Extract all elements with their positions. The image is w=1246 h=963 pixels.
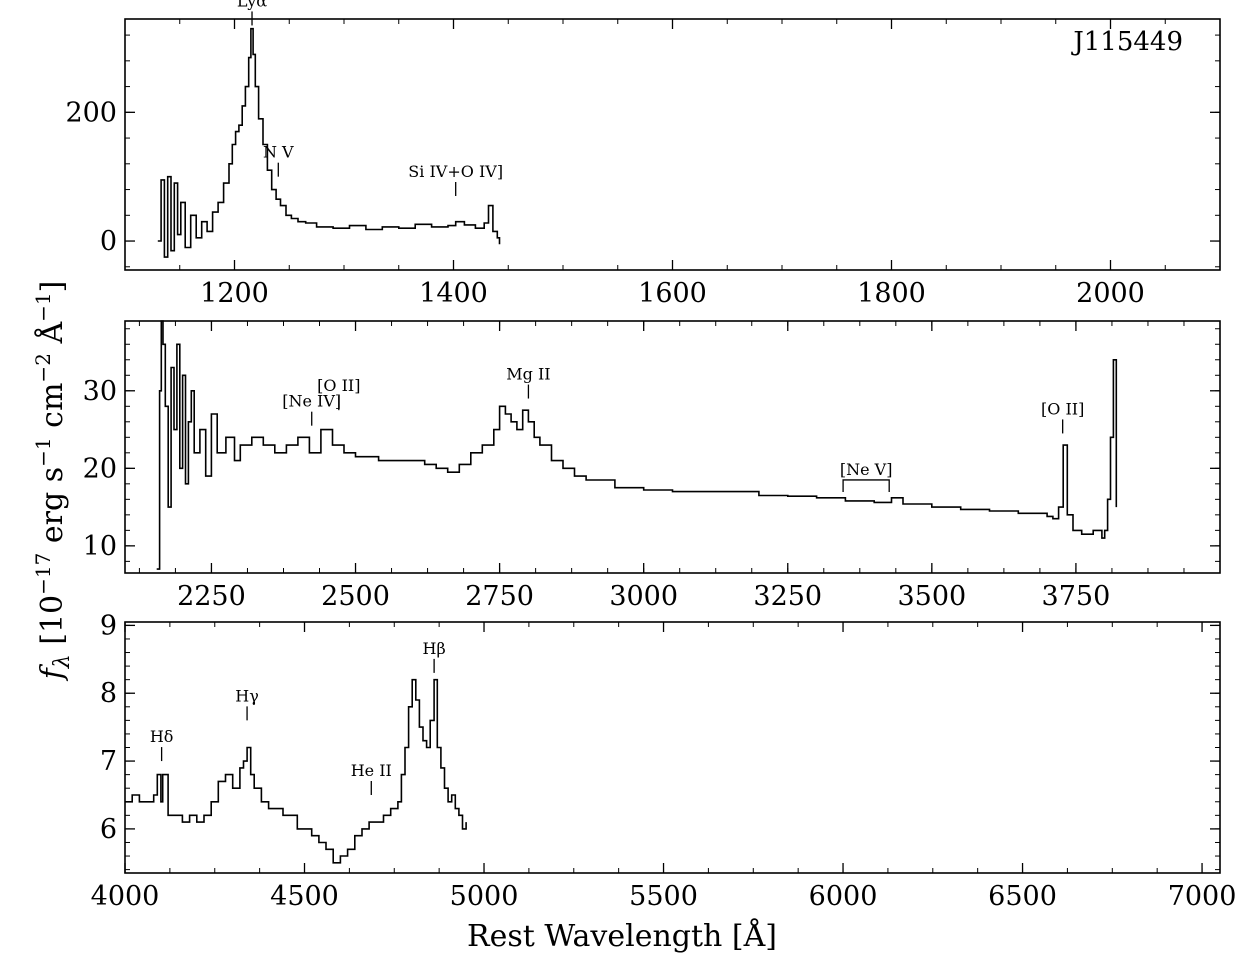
x-tick-label: 2500 [321, 581, 390, 612]
emission-line-label: [Ne V] [840, 460, 893, 479]
spectrum-line [157, 27, 501, 258]
x-tick-label: 5000 [450, 881, 519, 912]
y-tick-label: 20 [83, 453, 117, 484]
emission-line-label: Mg II [506, 365, 550, 384]
line-marker-bracket [842, 479, 890, 492]
panel-frame [124, 621, 1221, 874]
panel-frame [124, 320, 1221, 574]
y-tick-label: 0 [100, 226, 117, 257]
x-tick-label: 6500 [988, 881, 1057, 912]
spectrum-line [156, 320, 1118, 570]
x-tick-label: 2750 [465, 581, 534, 612]
panel-middle-spectrum: 2250 2500 2750 3000 3250 3500 3750 10 20 30 [Ne IV… [83, 320, 1221, 612]
emission-line-label: Lyα [237, 0, 267, 10]
y-tick-label: 200 [65, 97, 117, 128]
x-tick-label: 2250 [177, 581, 246, 612]
x-tick-label: 4000 [91, 881, 160, 912]
x-tick-label: 1200 [200, 278, 269, 309]
x-tick-label: 1400 [419, 278, 488, 309]
spectrum-line [125, 678, 467, 864]
y-tick-label: 6 [100, 814, 117, 845]
x-tick-label: 3500 [897, 581, 966, 612]
emission-line-label: Hδ [150, 727, 174, 746]
y-tick-label: 9 [100, 610, 117, 641]
y-tick-label: 30 [83, 376, 117, 407]
emission-line-label: He II [351, 761, 392, 780]
panel-frame [124, 18, 1221, 271]
x-tick-label: 7000 [1168, 881, 1237, 912]
emission-line-label: Si IV+O IV] [408, 162, 503, 181]
object-label: J115449 [1070, 27, 1183, 57]
x-tick-label: 1800 [857, 278, 926, 309]
emission-line-label: Hγ [235, 686, 259, 705]
x-tick-label: 4500 [270, 881, 339, 912]
x-tick-label: 5500 [629, 881, 698, 912]
x-tick-label: 3250 [753, 581, 822, 612]
x-axis-label: Rest Wavelength [Å] [467, 918, 777, 954]
y-tick-label: 10 [83, 531, 117, 562]
x-tick-label: 2000 [1076, 278, 1145, 309]
x-tick-label: 3750 [1042, 581, 1111, 612]
panel-top-uv-spectrum: 1200 1400 1600 1800 2000 0 200 Lyα N V Si IV+O IV… [65, 0, 1221, 309]
y-axis-label: fλ [10−17 erg s−1 cm−2 Å−1] [31, 281, 75, 682]
x-tick-label: 3000 [609, 581, 678, 612]
emission-line-label: Hβ [423, 639, 446, 658]
x-tick-label: 1600 [638, 278, 707, 309]
panel-bottom-optical-spectrum: 4000 4500 5000 5500 6000 6500 7000 6 7 8 9 Hδ Hγ He I… [91, 610, 1237, 912]
x-tick-label: 6000 [809, 881, 878, 912]
emission-line-label: [O II] [1041, 399, 1084, 418]
emission-line-label: N V [263, 143, 294, 162]
emission-line-label: [O II] [317, 376, 360, 395]
y-tick-label: 7 [100, 746, 117, 777]
emission-line-label: [Ne IV] [282, 392, 341, 411]
y-tick-label: 8 [100, 678, 117, 709]
